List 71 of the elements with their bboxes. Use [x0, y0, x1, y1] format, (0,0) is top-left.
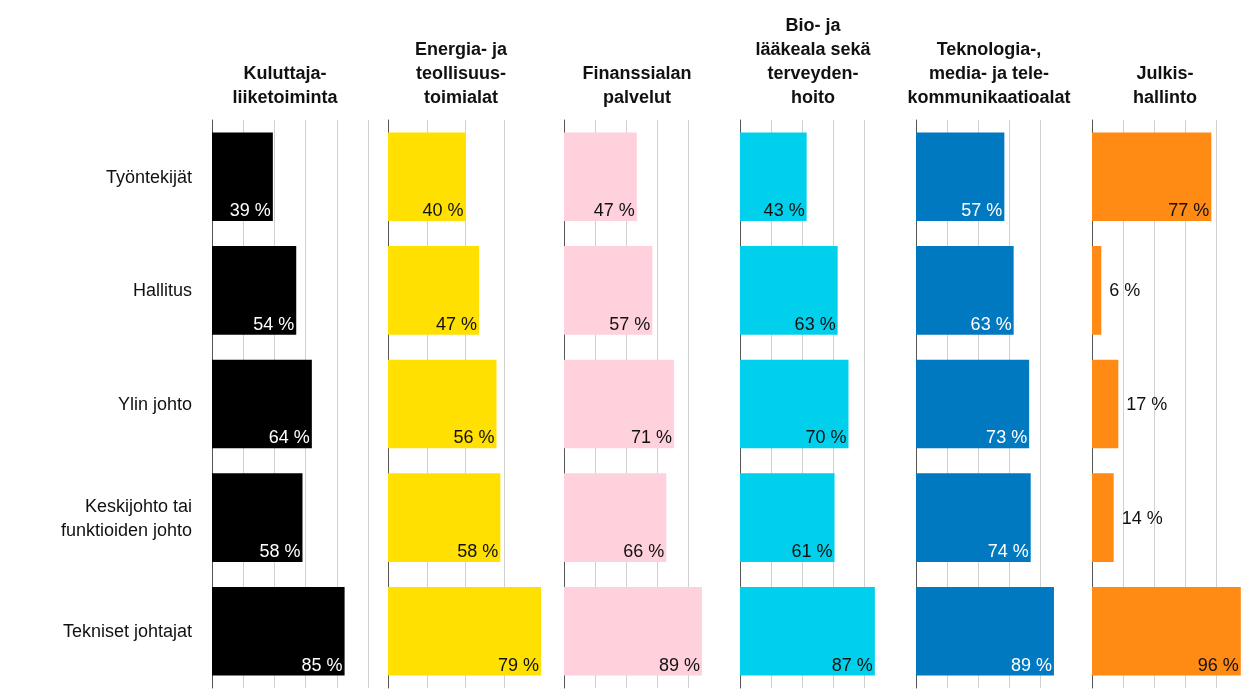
data-label: 79 % — [498, 654, 540, 675]
bar — [564, 586, 702, 676]
bar — [388, 132, 466, 222]
data-label: 61 % — [791, 540, 833, 561]
data-label: 70 % — [805, 427, 847, 448]
chart-title: Bio- ja lääkeala sekä terveyden- hoito — [755, 15, 872, 107]
bar — [1092, 586, 1241, 676]
data-label: 39 % — [229, 200, 271, 221]
data-label: 17 % — [1126, 394, 1168, 414]
bar — [1092, 246, 1102, 335]
bar — [740, 132, 807, 222]
bar — [1092, 473, 1114, 562]
bar — [212, 473, 303, 562]
data-label: 57 % — [961, 200, 1003, 221]
data-label: 47 % — [436, 313, 478, 334]
data-label: 71 % — [631, 427, 673, 448]
data-label: 56 % — [453, 427, 495, 448]
bar — [212, 359, 312, 449]
chart-title: Kuluttaja- liiketoiminta — [232, 63, 339, 107]
data-label: 14 % — [1121, 507, 1163, 528]
bar — [388, 586, 542, 676]
data-label: 77 % — [1168, 200, 1210, 221]
bar — [564, 132, 637, 222]
data-label: 64 % — [268, 427, 310, 448]
data-label: 89 % — [1010, 654, 1052, 675]
bar — [1092, 132, 1212, 222]
bar — [212, 246, 297, 335]
data-label: 66 % — [623, 540, 665, 561]
bar — [740, 359, 849, 449]
data-label: 74 % — [987, 540, 1029, 561]
data-label: 85 % — [301, 654, 343, 675]
data-label: 87 % — [831, 654, 873, 675]
bar — [388, 359, 497, 449]
y-tick-label: Hallitus — [132, 280, 192, 301]
y-tick-label: Työntekijät — [105, 166, 192, 187]
bar — [388, 246, 480, 335]
chart-title: Julkis- hallinto — [1133, 63, 1197, 107]
data-label: 58 % — [457, 540, 499, 561]
data-label: 6 % — [1109, 280, 1141, 301]
bar — [740, 473, 835, 562]
bar — [916, 132, 1005, 222]
bar — [740, 586, 875, 676]
chart-title: Finanssialan palvelut — [582, 63, 692, 107]
data-label: 89 % — [658, 654, 700, 675]
data-label: 58 % — [259, 540, 301, 561]
chart-title: Energia- ja teollisuus- toimialat — [414, 39, 508, 107]
y-tick-label: Keskijohto tai funktioiden johto — [60, 495, 192, 540]
data-label: 43 % — [763, 200, 805, 221]
bar — [916, 473, 1031, 562]
bar — [916, 586, 1054, 676]
data-label: 47 % — [593, 200, 635, 221]
bar — [564, 473, 667, 562]
data-label: 57 % — [609, 313, 651, 334]
bar — [916, 359, 1030, 449]
data-label: 40 % — [422, 200, 464, 221]
bar — [916, 246, 1014, 335]
data-label: 54 % — [253, 313, 295, 334]
bar — [212, 132, 273, 222]
bar — [564, 246, 653, 335]
bar — [564, 359, 675, 449]
data-label: 63 % — [970, 313, 1012, 334]
data-label: 96 % — [1197, 654, 1239, 675]
bar — [388, 473, 501, 562]
data-label: 73 % — [986, 427, 1028, 448]
y-tick-label: Tekniset johtajat — [62, 621, 192, 642]
chart-title: Teknologia-, media- ja tele- kommunikaatioalat — [907, 39, 1071, 107]
bar — [212, 586, 345, 676]
y-tick-label: Ylin johto — [117, 394, 192, 414]
bar — [740, 246, 838, 335]
data-label: 63 % — [794, 313, 836, 334]
bar — [1092, 359, 1119, 449]
